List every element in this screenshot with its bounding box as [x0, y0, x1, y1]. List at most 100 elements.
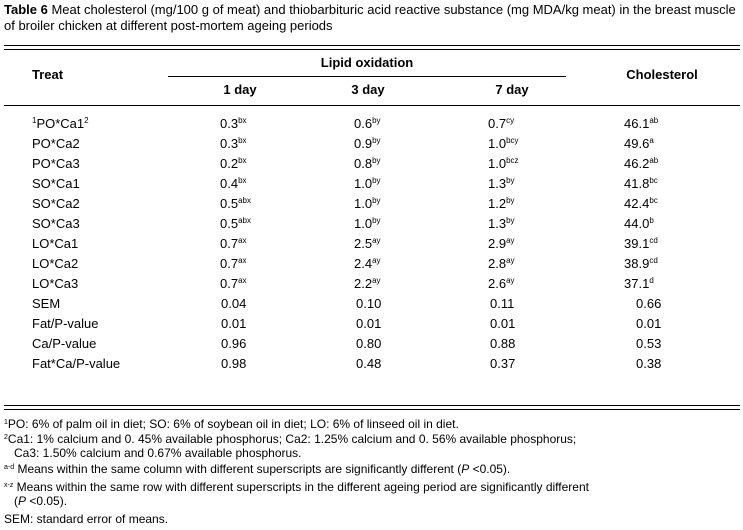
- table-label: Table 6: [4, 2, 48, 17]
- day3-cell-superscript: by: [372, 216, 381, 225]
- footnote-5-text: SEM: standard error of means.: [4, 512, 169, 526]
- table-row: SO*Ca3 0.5abx 1.0by 1.3by 44.0b: [0, 216, 743, 236]
- bottom-rule: [4, 405, 740, 406]
- table-row: 1PO*Ca12 0.3bx 0.6by 0.7cy 46.1ab: [0, 116, 743, 136]
- cholesterol-cell-superscript: bc: [649, 176, 658, 185]
- day1-cell-value: 0.7: [220, 276, 239, 291]
- cholesterol-cell-value: 49.6: [624, 136, 650, 151]
- day3-cell-superscript: by: [372, 176, 381, 185]
- day3-cell-value: 1.0: [354, 196, 373, 211]
- day3-cell-superscript: by: [372, 116, 381, 125]
- day1-cell: 0.7ax: [220, 256, 247, 271]
- stat-day1: 0.96: [221, 336, 247, 351]
- day1-cell-superscript: bx: [238, 156, 247, 165]
- cholesterol-cell: 38.9cd: [624, 256, 658, 271]
- stat-row: Fat*Ca/P-value 0.98 0.48 0.37 0.38: [0, 356, 743, 376]
- day3-cell-value: 0.9: [354, 136, 373, 151]
- day3-cell: 2.4ay: [354, 256, 381, 271]
- cholesterol-cell-superscript: ab: [649, 156, 659, 165]
- header-treat: Treat: [32, 67, 64, 82]
- footnote-4-mark: x-z: [4, 482, 14, 489]
- day7-cell-value: 2.6: [488, 276, 507, 291]
- footnote-3-text: Means within the same column with differ…: [14, 462, 462, 476]
- day3-cell: 0.8by: [354, 156, 381, 171]
- top-rule-double: [4, 49, 740, 50]
- header-day1: 1 day: [223, 82, 257, 97]
- day7-cell: 2.8ay: [488, 256, 515, 271]
- stat-day3: 0.80: [356, 336, 382, 351]
- treat-label: SO*Ca1: [32, 176, 80, 191]
- day1-cell-superscript: bx: [238, 136, 247, 145]
- treat-cell: SO*Ca2: [32, 196, 80, 211]
- day3-cell: 1.0by: [354, 196, 381, 211]
- top-rule: [4, 45, 740, 46]
- footnote-2-line2: Ca3: 1.50% calcium and 0.67% available p…: [14, 446, 302, 460]
- footnote-4: x-z Means within the same row with diffe…: [4, 480, 739, 508]
- day1-cell-superscript: abx: [238, 196, 251, 205]
- stat-day1: 0.98: [221, 356, 247, 371]
- day7-cell-superscript: cy: [506, 116, 515, 125]
- day1-cell-value: 0.5: [220, 196, 239, 211]
- day7-cell-superscript: ay: [506, 276, 515, 285]
- day7-cell-superscript: by: [506, 196, 515, 205]
- footnote-1: 1PO: 6% of palm oil in diet; SO: 6% of s…: [4, 417, 739, 431]
- cholesterol-cell-value: 42.4: [624, 196, 650, 211]
- day7-cell: 0.7cy: [488, 116, 514, 131]
- treat-sup-mark: 2: [84, 116, 89, 125]
- stat-day7: 0.01: [490, 316, 516, 331]
- footnote-4-line1: Means within the same row with different…: [13, 480, 589, 494]
- day7-cell-value: 1.3: [488, 216, 507, 231]
- cholesterol-cell: 37.1d: [624, 276, 654, 291]
- day7-cell-superscript: ay: [506, 256, 515, 265]
- footnote-2: 2Ca1: 1% calcium and 0. 45% available ph…: [4, 432, 739, 460]
- header-lipid-oxidation: Lipid oxidation: [320, 55, 414, 70]
- cholesterol-cell-superscript: cd: [649, 236, 658, 245]
- day1-cell-superscript: bx: [238, 116, 247, 125]
- stat-day1: 0.04: [221, 296, 247, 311]
- day7-cell: 1.0bcy: [488, 136, 519, 151]
- day7-cell-superscript: bcz: [506, 156, 519, 165]
- day1-cell-superscript: bx: [238, 176, 247, 185]
- stat-day3: 0.01: [356, 316, 382, 331]
- treat-cell: SO*Ca3: [32, 216, 80, 231]
- footnote-1-text: PO: 6% of palm oil in diet; SO: 6% of so…: [7, 417, 459, 431]
- day7-cell: 2.6ay: [488, 276, 515, 291]
- day7-cell-value: 2.9: [488, 236, 507, 251]
- day7-cell: 1.0bcz: [488, 156, 519, 171]
- footnote-2-line1: Ca1: 1% calcium and 0. 45% available pho…: [7, 432, 577, 446]
- day3-cell: 2.2ay: [354, 276, 381, 291]
- stat-cholesterol: 0.53: [636, 336, 662, 351]
- day7-cell-value: 1.2: [488, 196, 507, 211]
- lipid-group-rule: [168, 76, 566, 77]
- stat-label: SEM: [32, 296, 61, 311]
- footnote-5: SEM: standard error of means.: [4, 512, 739, 526]
- footnote-3: a-d Means within the same column with di…: [4, 462, 739, 476]
- cholesterol-cell-value: 37.1: [624, 276, 650, 291]
- day1-cell: 0.3bx: [220, 136, 247, 151]
- cholesterol-cell-value: 38.9: [624, 256, 650, 271]
- day7-cell-superscript: bcy: [506, 136, 519, 145]
- day7-cell-value: 1.0: [488, 136, 507, 151]
- day3-cell: 1.0by: [354, 176, 381, 191]
- treat-cell: LO*Ca2: [32, 256, 78, 271]
- stat-cholesterol: 0.66: [636, 296, 662, 311]
- table-caption: Table 6 Meat cholesterol (mg/100 g of me…: [4, 2, 739, 34]
- treat-label: SO*Ca3: [32, 216, 80, 231]
- cholesterol-cell: 46.1ab: [624, 116, 658, 131]
- day1-cell: 0.7ax: [220, 276, 247, 291]
- cholesterol-cell: 39.1cd: [624, 236, 658, 251]
- day1-cell-value: 0.2: [220, 156, 239, 171]
- table-row: SO*Ca2 0.5abx 1.0by 1.2by 42.4bc: [0, 196, 743, 216]
- day3-cell-superscript: by: [372, 196, 381, 205]
- stat-label: Ca/P-value: [32, 336, 97, 351]
- cholesterol-cell-value: 39.1: [624, 236, 650, 251]
- footnote-2-mark: 2: [4, 434, 8, 441]
- day3-cell: 2.5ay: [354, 236, 381, 251]
- treat-label: PO*Ca3: [32, 156, 80, 171]
- footnote-4-end: <0.05).: [26, 494, 68, 508]
- day3-cell-value: 1.0: [354, 176, 373, 191]
- day3-cell-superscript: by: [372, 136, 381, 145]
- cholesterol-cell-value: 46.2: [624, 156, 650, 171]
- stat-row: Ca/P-value 0.96 0.80 0.88 0.53: [0, 336, 743, 356]
- treat-cell: PO*Ca2: [32, 136, 80, 151]
